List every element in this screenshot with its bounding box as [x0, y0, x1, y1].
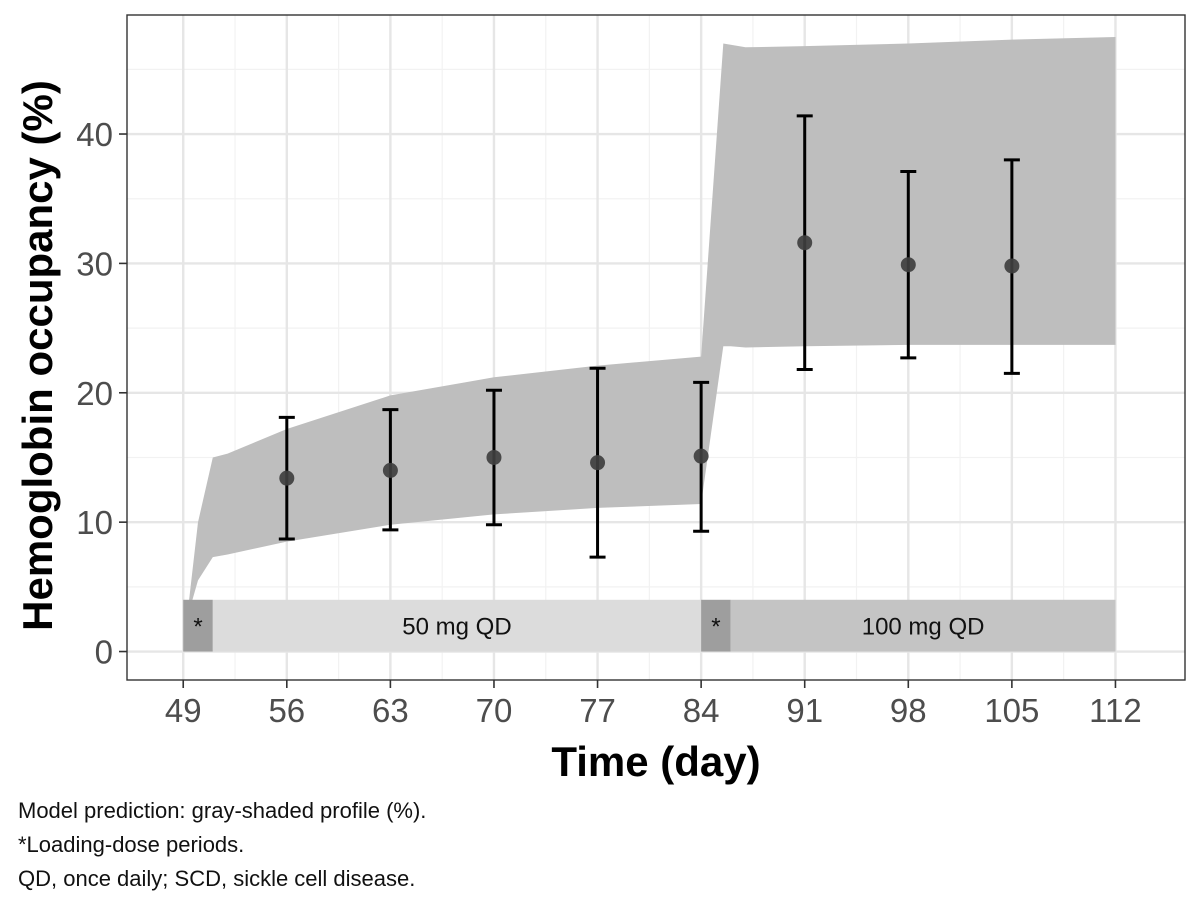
y-tick-label-3: 30 [76, 245, 113, 282]
x-tick-label-5: 84 [683, 692, 720, 729]
x-tick-label-7: 98 [890, 692, 927, 729]
x-axis-title: Time (day) [551, 738, 760, 785]
x-tick-label-2: 63 [372, 692, 409, 729]
y-tick-label-0: 0 [95, 634, 113, 671]
data-point-4 [693, 448, 709, 464]
x-tick-label-9: 112 [1089, 692, 1142, 729]
data-point-3 [590, 455, 606, 471]
x-tick-label-3: 70 [476, 692, 513, 729]
x-tick-label-6: 91 [786, 692, 823, 729]
footnote-abbreviations: QD, once daily; SCD, sickle cell disease… [18, 866, 416, 891]
dose-period-bar-1 [212, 599, 702, 652]
dose-period-label-1: 50 mg QD [402, 614, 511, 641]
panel-border [126, 14, 1186, 681]
y-tick-label-2: 20 [76, 375, 113, 412]
y-tick-label-1: 10 [76, 504, 113, 541]
footnote-loading-dose: *Loading-dose periods. [18, 832, 245, 857]
data-point-0 [279, 470, 295, 486]
prediction-band [183, 37, 1116, 652]
footnote-model-prediction: Model prediction: gray-shaded profile (%… [18, 798, 427, 823]
dose-period-label-3: 100 mg QD [862, 614, 985, 641]
dose-period-bar-3 [730, 599, 1116, 652]
prediction-band-layer [183, 37, 1116, 652]
dose-period-bar-0 [183, 599, 213, 652]
y-axis-title: Hemoglobin occupancy (%) [14, 80, 61, 631]
x-tick-label-0: 49 [165, 692, 202, 729]
data-point-6 [900, 257, 916, 273]
observed-points-layer [278, 114, 1020, 559]
x-tick-label-4: 77 [579, 692, 616, 729]
x-tick-label-8: 105 [984, 692, 1039, 729]
axis-ticks-layer: 49 56 63 70 77 84 91 98 105 112 0 10 20 30 40 [76, 116, 1141, 729]
dose-period-label-2: * [711, 614, 720, 641]
dose-period-bar-2 [701, 599, 731, 652]
data-point-1 [382, 462, 398, 478]
dose-period-layer: * 50 mg QD * 100 mg QD [183, 599, 1116, 652]
data-point-2 [486, 449, 502, 465]
y-tick-label-4: 40 [76, 116, 113, 153]
data-point-5 [797, 235, 813, 251]
dose-period-label-0: * [193, 614, 202, 641]
x-tick-label-1: 56 [268, 692, 305, 729]
data-point-7 [1004, 258, 1020, 274]
